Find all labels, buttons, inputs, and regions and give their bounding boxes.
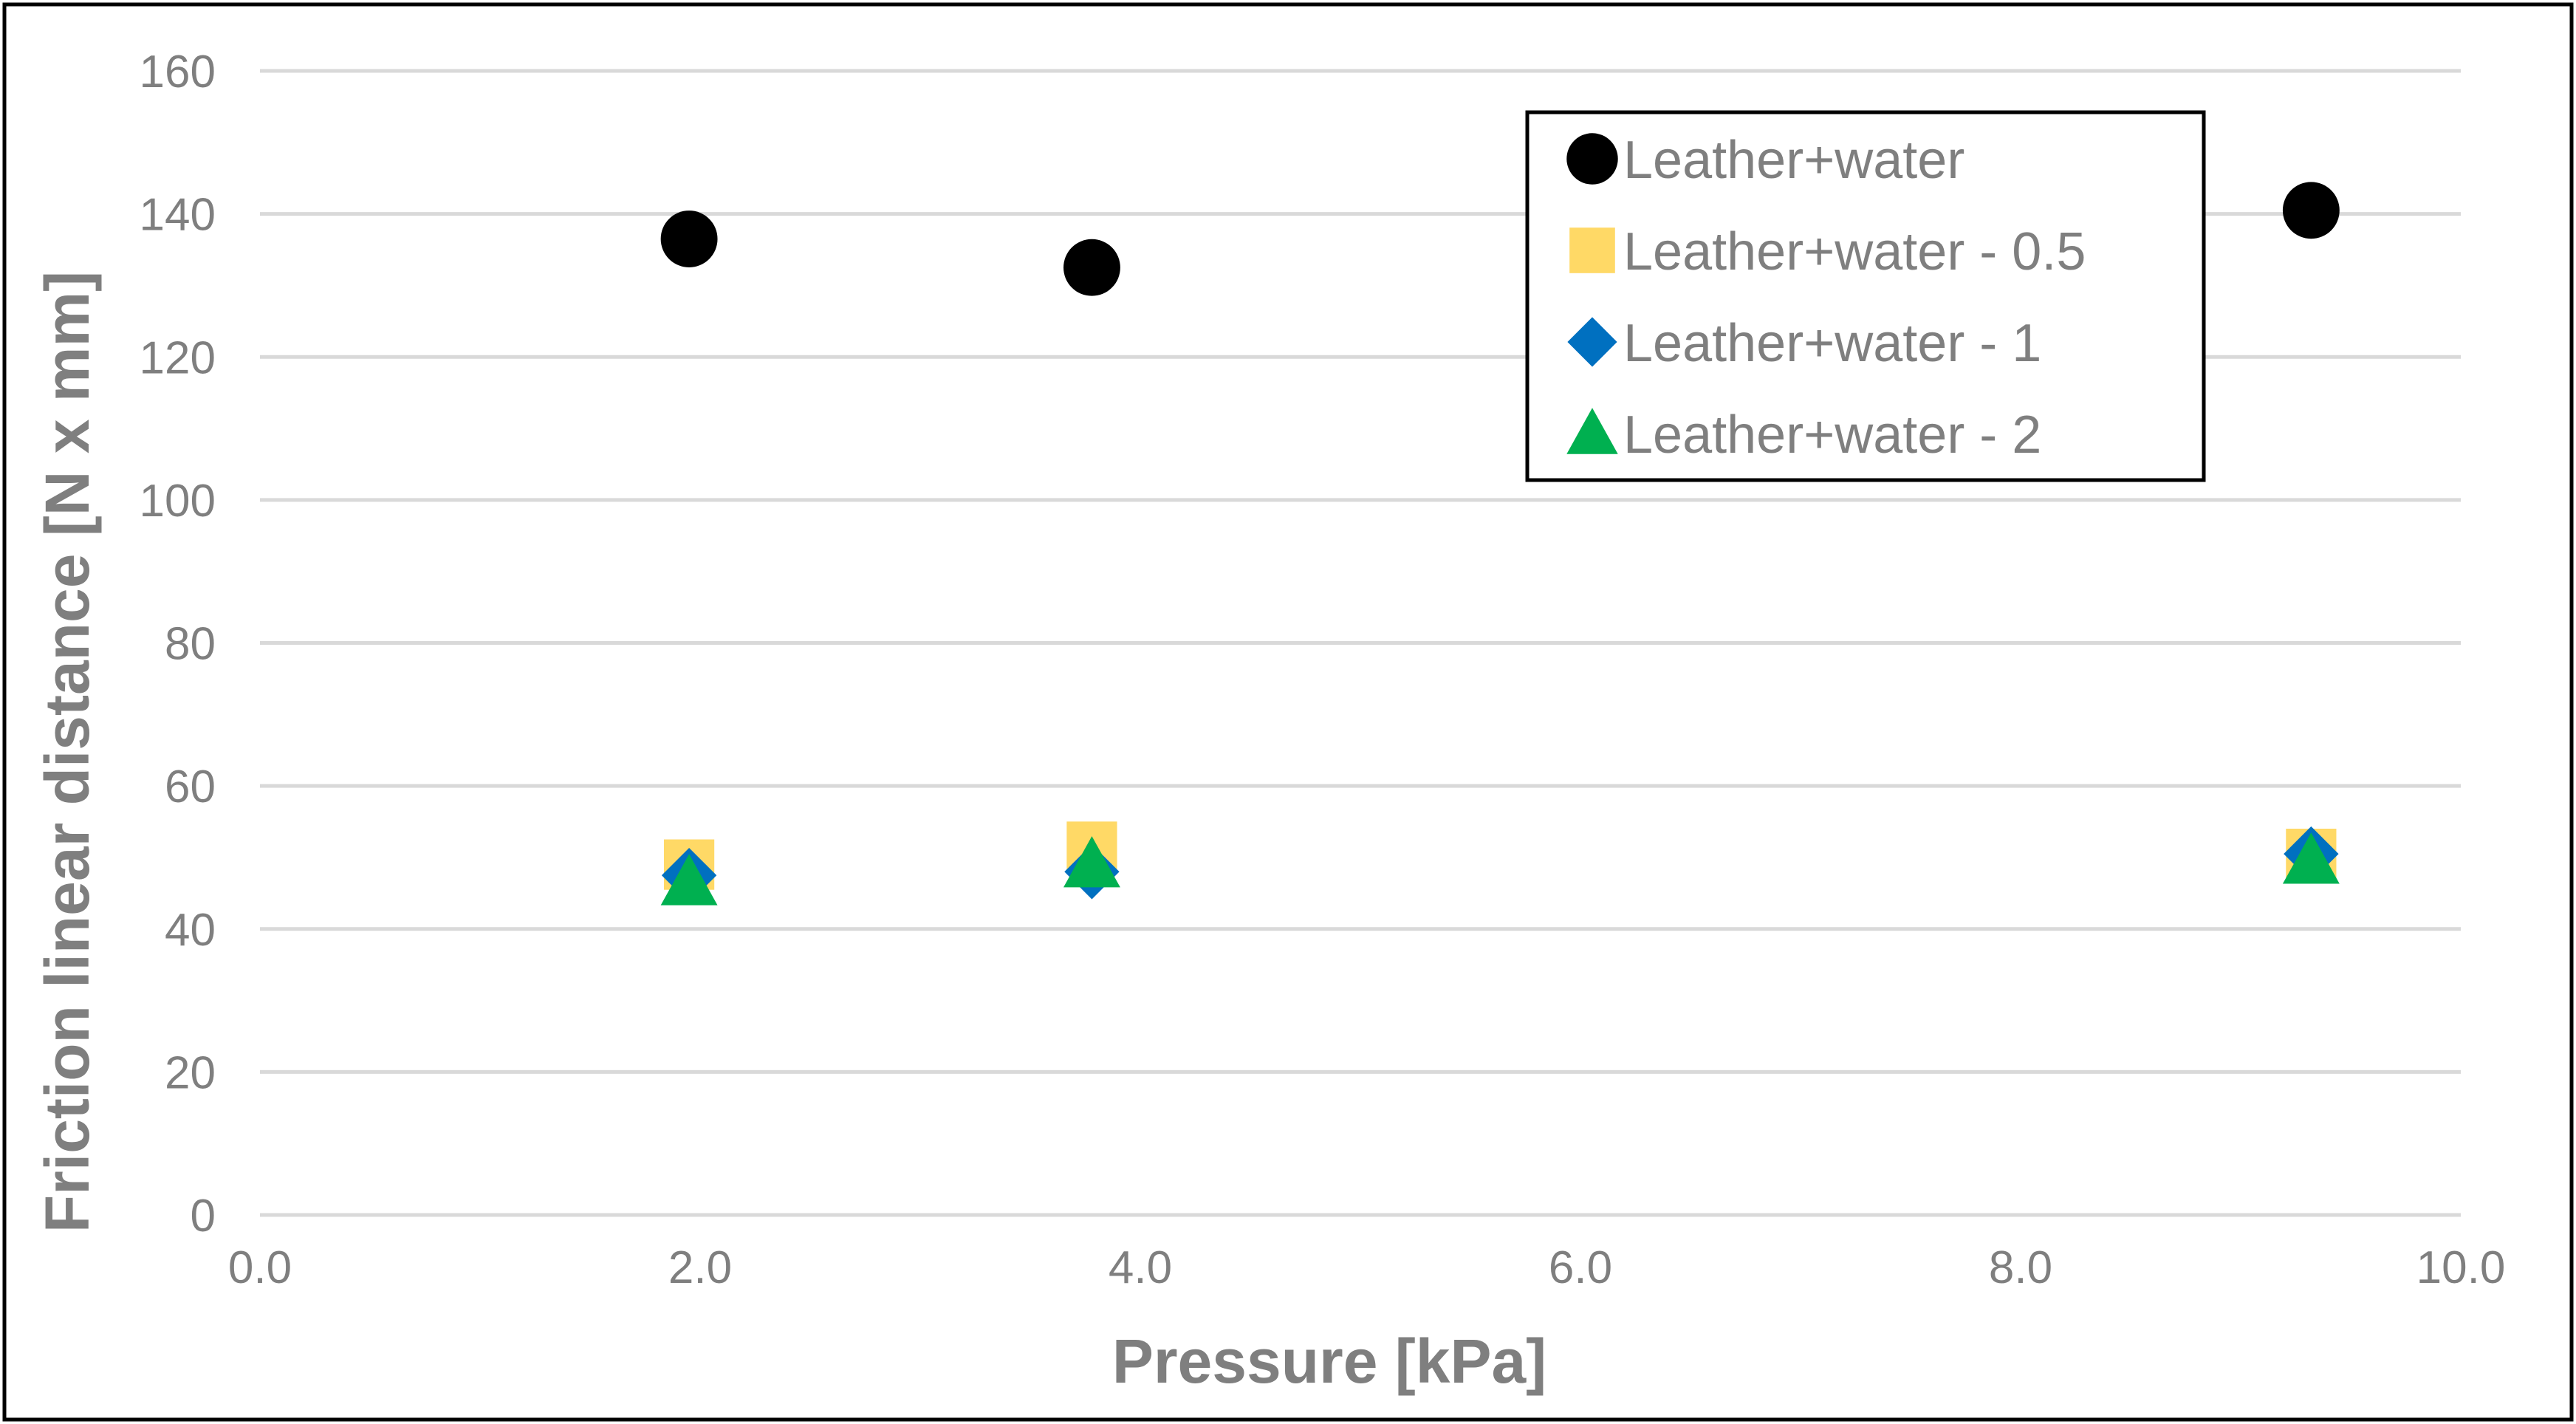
data-point-triangle-3-2 [2282, 832, 2340, 884]
legend-marker-square [1569, 227, 1615, 273]
y-tick-label: 160 [140, 47, 216, 97]
data-point-circle-0-2 [2282, 182, 2340, 239]
y-tick-label: 20 [165, 1047, 216, 1098]
data-point-circle-0-0 [660, 210, 718, 267]
x-tick-label: 6.0 [1549, 1242, 1612, 1293]
y-tick-label: 140 [140, 190, 216, 241]
x-tick-label: 2.0 [668, 1242, 732, 1293]
x-tick-label: 4.0 [1109, 1242, 1172, 1293]
legend-marker-diamond [1567, 317, 1617, 367]
legend-label: Leather+water - 2 [1623, 405, 2041, 465]
y-axis-title: Friction linear distance [N x mm] [32, 271, 102, 1233]
legend-marker-circle [1566, 133, 1618, 185]
legend-box [1525, 110, 2206, 482]
y-tick-label: 60 [165, 761, 216, 812]
y-tick-label: 40 [165, 905, 216, 956]
x-tick-label: 8.0 [1989, 1242, 2052, 1293]
legend-marker-triangle [1566, 408, 1618, 454]
x-tick-label: 0.0 [228, 1242, 292, 1293]
legend-label: Leather+water - 0.5 [1623, 222, 2086, 281]
y-tick-label: 100 [140, 476, 216, 527]
legend-label: Leather+water [1623, 131, 1964, 190]
y-tick-label: 80 [165, 619, 216, 670]
legend-label: Leather+water - 1 [1623, 314, 2041, 373]
data-marks [660, 182, 2340, 906]
data-point-triangle-3-0 [660, 854, 718, 906]
legend: Leather+water Leather+water - 0.5 Leather+… [1525, 110, 2206, 482]
x-tick-label: 10.0 [2416, 1242, 2506, 1293]
x-axis-title: Pressure [kPa] [1112, 1327, 1546, 1396]
tick-labels: 0 20 40 60 80 100 120 140 160 0.0 2.0 4.0 6.0 8.0 10.0 [140, 47, 2506, 1293]
y-tick-label: 0 [191, 1191, 216, 1242]
data-point-triangle-3-1 [1063, 836, 1120, 888]
data-point-circle-0-1 [1063, 239, 1120, 296]
y-tick-label: 120 [140, 332, 216, 383]
